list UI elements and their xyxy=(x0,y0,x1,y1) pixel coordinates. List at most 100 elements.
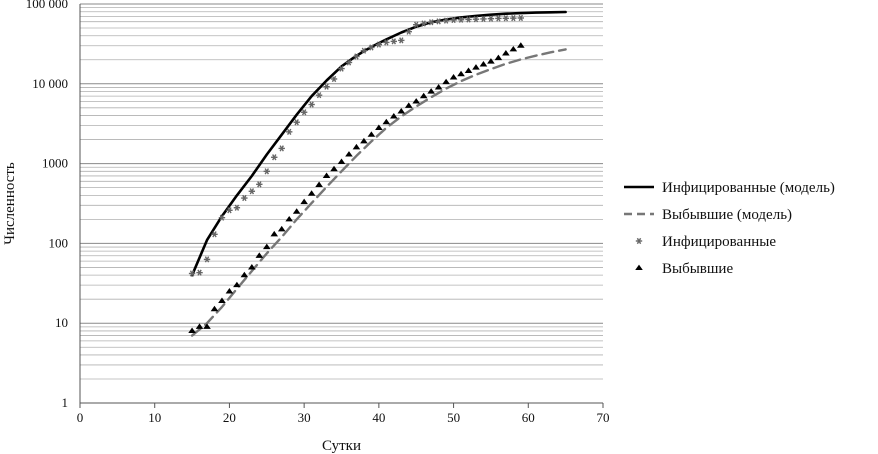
data-point-asterisk xyxy=(427,19,435,26)
legend-swatch-asterisk xyxy=(635,237,643,245)
data-point-triangle xyxy=(203,323,211,329)
y-tick-label: 10 000 xyxy=(32,76,68,91)
data-point-triangle xyxy=(472,64,480,70)
series-layer xyxy=(188,10,567,337)
data-point-asterisk xyxy=(450,16,457,24)
legend-label: Инфицированные xyxy=(662,234,776,250)
data-point-triangle xyxy=(382,118,391,125)
model-line-dashed xyxy=(190,48,567,337)
model-line-solid xyxy=(190,10,567,277)
data-point-asterisk xyxy=(465,16,472,23)
data-point-triangle xyxy=(345,151,353,157)
data-point-asterisk xyxy=(196,269,203,276)
data-point-asterisk xyxy=(383,39,390,46)
data-point-asterisk xyxy=(256,181,263,188)
data-point-triangle xyxy=(517,42,525,48)
data-point-asterisk xyxy=(368,44,375,51)
data-point-triangle xyxy=(427,88,435,94)
data-point-asterisk xyxy=(420,20,427,27)
legend-label: Инфицированные (модель) xyxy=(662,180,835,196)
data-point-asterisk xyxy=(360,47,368,54)
data-point-triangle xyxy=(218,297,226,304)
data-point-triangle xyxy=(404,102,413,108)
data-point-asterisk xyxy=(203,256,211,263)
data-point-triangle xyxy=(367,131,376,137)
data-point-asterisk xyxy=(315,92,323,99)
data-point-asterisk xyxy=(487,15,495,22)
series-2 xyxy=(190,48,567,337)
legend-label: Выбывшие xyxy=(662,261,733,277)
axes: 1 10 100 1000 10 000 100 000 0 10 20 30 40 50 60 70 Су… xyxy=(2,0,610,454)
legend-item: Выбывшие (модель) xyxy=(624,207,792,223)
data-point-triangle xyxy=(277,225,286,232)
data-point-triangle xyxy=(285,215,293,222)
data-point-triangle xyxy=(322,172,331,179)
data-point-asterisk xyxy=(278,145,285,152)
data-point-asterisk xyxy=(353,53,360,60)
legend: Инфицированные (модель) Выбывшие (модель)… xyxy=(624,180,835,277)
data-point-triangle xyxy=(248,264,256,270)
data-point-triangle xyxy=(225,288,234,294)
data-point-triangle xyxy=(390,113,398,119)
data-point-asterisk xyxy=(300,109,308,116)
legend-item: Инфицированные (модель) xyxy=(624,180,835,196)
y-tick-label: 100 000 xyxy=(26,0,68,11)
legend-item: Инфицированные xyxy=(635,234,776,250)
data-point-triangle xyxy=(240,271,249,278)
data-point-asterisk xyxy=(330,75,338,83)
data-point-triangle xyxy=(442,78,450,85)
y-axis-title: Численность xyxy=(2,162,18,245)
data-point-asterisk xyxy=(338,65,345,72)
data-point-triangle xyxy=(300,198,308,205)
data-point-asterisk xyxy=(218,214,226,221)
data-point-asterisk xyxy=(375,41,383,48)
data-point-triangle xyxy=(262,243,271,250)
data-point-triangle xyxy=(270,230,279,237)
y-tick-label: 10 xyxy=(55,315,68,330)
data-point-triangle xyxy=(360,137,368,144)
data-point-asterisk xyxy=(480,15,487,23)
data-point-triangle xyxy=(352,143,361,150)
data-point-asterisk xyxy=(435,18,442,25)
data-point-asterisk xyxy=(405,28,412,35)
data-point-triangle xyxy=(307,190,316,196)
data-point-asterisk xyxy=(390,38,397,45)
data-point-triangle xyxy=(494,54,503,61)
data-point-triangle xyxy=(487,58,495,64)
data-point-asterisk xyxy=(323,83,330,90)
data-point-triangle xyxy=(292,208,301,214)
data-point-asterisk xyxy=(502,15,510,22)
data-point-triangle xyxy=(330,165,338,172)
x-tick-label: 10 xyxy=(148,410,161,425)
data-point-triangle xyxy=(479,60,488,67)
data-point-triangle xyxy=(464,67,473,73)
data-point-triangle xyxy=(419,92,428,99)
data-point-triangle xyxy=(457,70,465,77)
x-tick-label: 30 xyxy=(298,410,311,425)
x-tick-label: 60 xyxy=(522,410,535,425)
data-point-asterisk xyxy=(233,204,241,211)
data-point-asterisk xyxy=(211,231,218,238)
data-point-asterisk xyxy=(188,270,196,277)
data-point-asterisk xyxy=(413,21,420,28)
data-point-asterisk xyxy=(517,14,525,22)
series-1 xyxy=(190,10,567,277)
data-point-asterisk xyxy=(510,15,517,22)
data-point-asterisk xyxy=(442,17,450,24)
data-point-triangle xyxy=(375,124,383,130)
data-point-asterisk xyxy=(241,194,248,202)
data-point-asterisk xyxy=(457,16,465,23)
data-point-triangle xyxy=(233,281,241,288)
data-point-asterisk xyxy=(263,168,270,175)
data-point-triangle xyxy=(315,181,323,188)
data-point-triangle xyxy=(337,158,346,164)
data-point-triangle xyxy=(255,252,264,258)
series-4 xyxy=(188,42,525,333)
data-point-asterisk xyxy=(226,207,233,214)
x-tick-label: 50 xyxy=(447,410,460,425)
data-point-triangle xyxy=(434,84,443,90)
x-tick-label: 20 xyxy=(223,410,236,425)
data-point-triangle xyxy=(412,98,421,104)
